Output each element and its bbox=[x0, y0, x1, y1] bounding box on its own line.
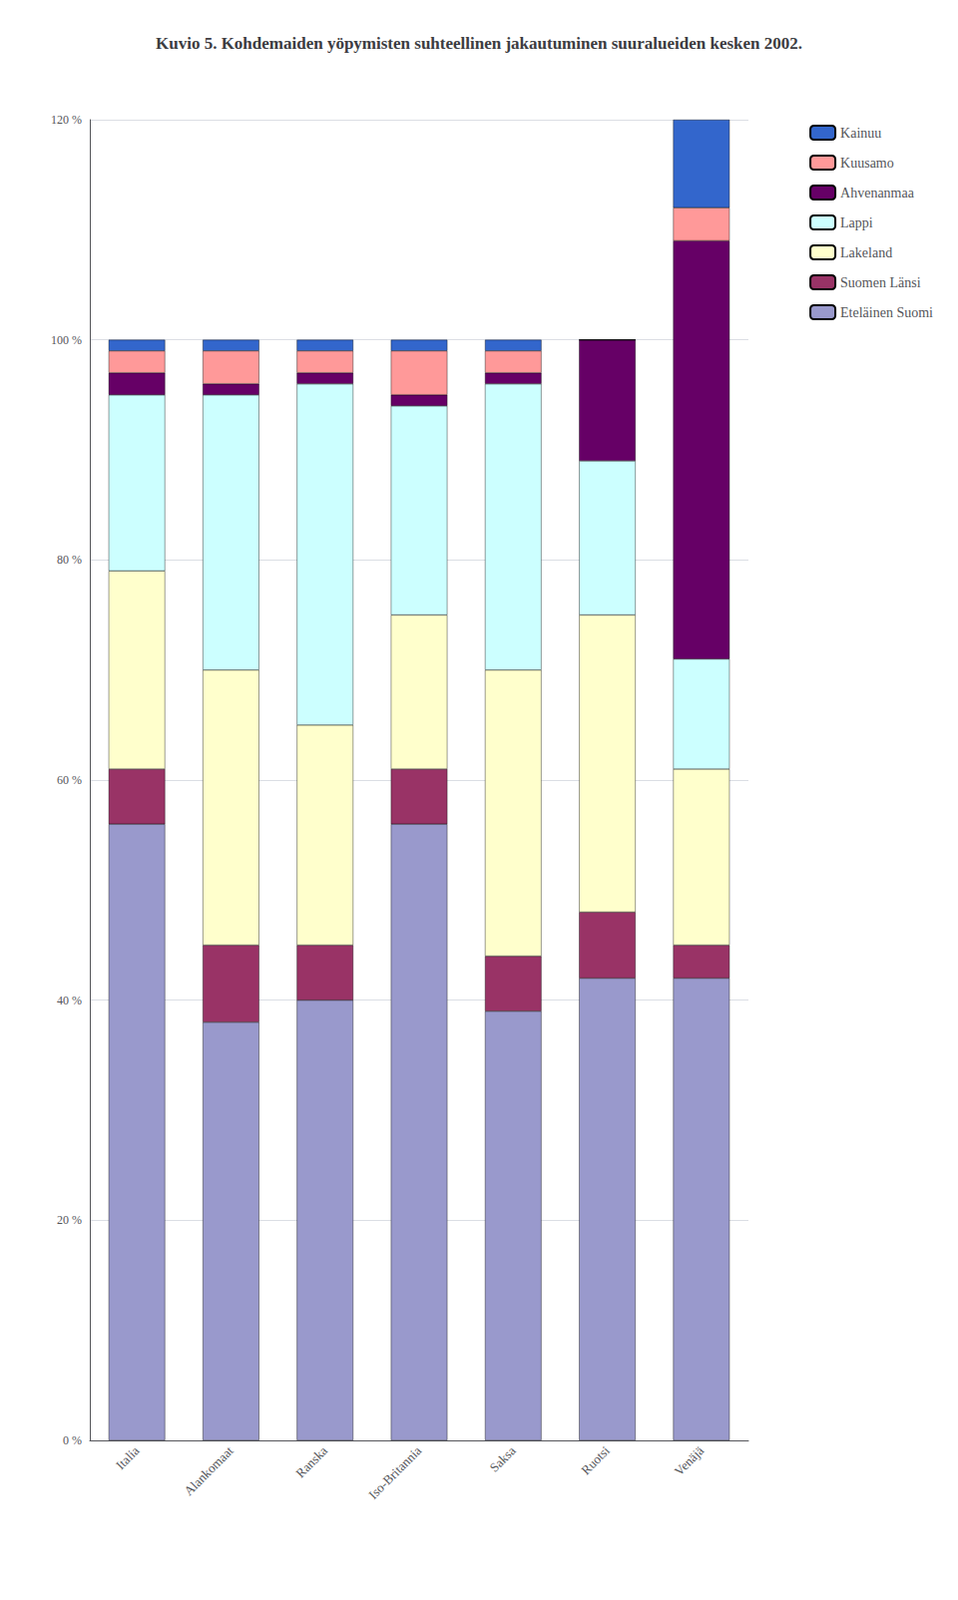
svg-text:Saksa: Saksa bbox=[486, 1443, 519, 1476]
svg-text:Ranska: Ranska bbox=[292, 1443, 331, 1482]
svg-text:Kuusamo: Kuusamo bbox=[840, 155, 895, 171]
svg-text:Venäjä: Venäjä bbox=[671, 1443, 708, 1480]
svg-text:Suomen Länsi: Suomen Länsi bbox=[840, 275, 922, 291]
svg-text:Alankomaat: Alankomaat bbox=[180, 1442, 237, 1499]
svg-text:60 %: 60 % bbox=[56, 773, 82, 788]
svg-text:Kuvio 5. Kohdemaiden yöpymiste: Kuvio 5. Kohdemaiden yöpymisten suhteell… bbox=[155, 33, 803, 53]
svg-text:Italia: Italia bbox=[112, 1443, 143, 1474]
svg-text:Kainuu: Kainuu bbox=[840, 125, 882, 141]
svg-text:40 %: 40 % bbox=[56, 993, 82, 1008]
svg-text:Lakeland: Lakeland bbox=[840, 245, 893, 261]
svg-text:Iso-Britannia: Iso-Britannia bbox=[365, 1443, 425, 1503]
svg-text:80 %: 80 % bbox=[56, 552, 82, 567]
svg-text:100 %: 100 % bbox=[50, 333, 82, 348]
svg-text:Ruotsi: Ruotsi bbox=[577, 1442, 613, 1478]
svg-text:20 %: 20 % bbox=[56, 1213, 82, 1228]
svg-text:Eteläinen Suomi: Eteläinen Suomi bbox=[840, 305, 934, 321]
svg-text:0 %: 0 % bbox=[62, 1434, 82, 1448]
svg-text:Lappi: Lappi bbox=[840, 215, 874, 231]
svg-text:120 %: 120 % bbox=[50, 112, 82, 127]
svg-text:Ahvenanmaa: Ahvenanmaa bbox=[840, 185, 916, 201]
